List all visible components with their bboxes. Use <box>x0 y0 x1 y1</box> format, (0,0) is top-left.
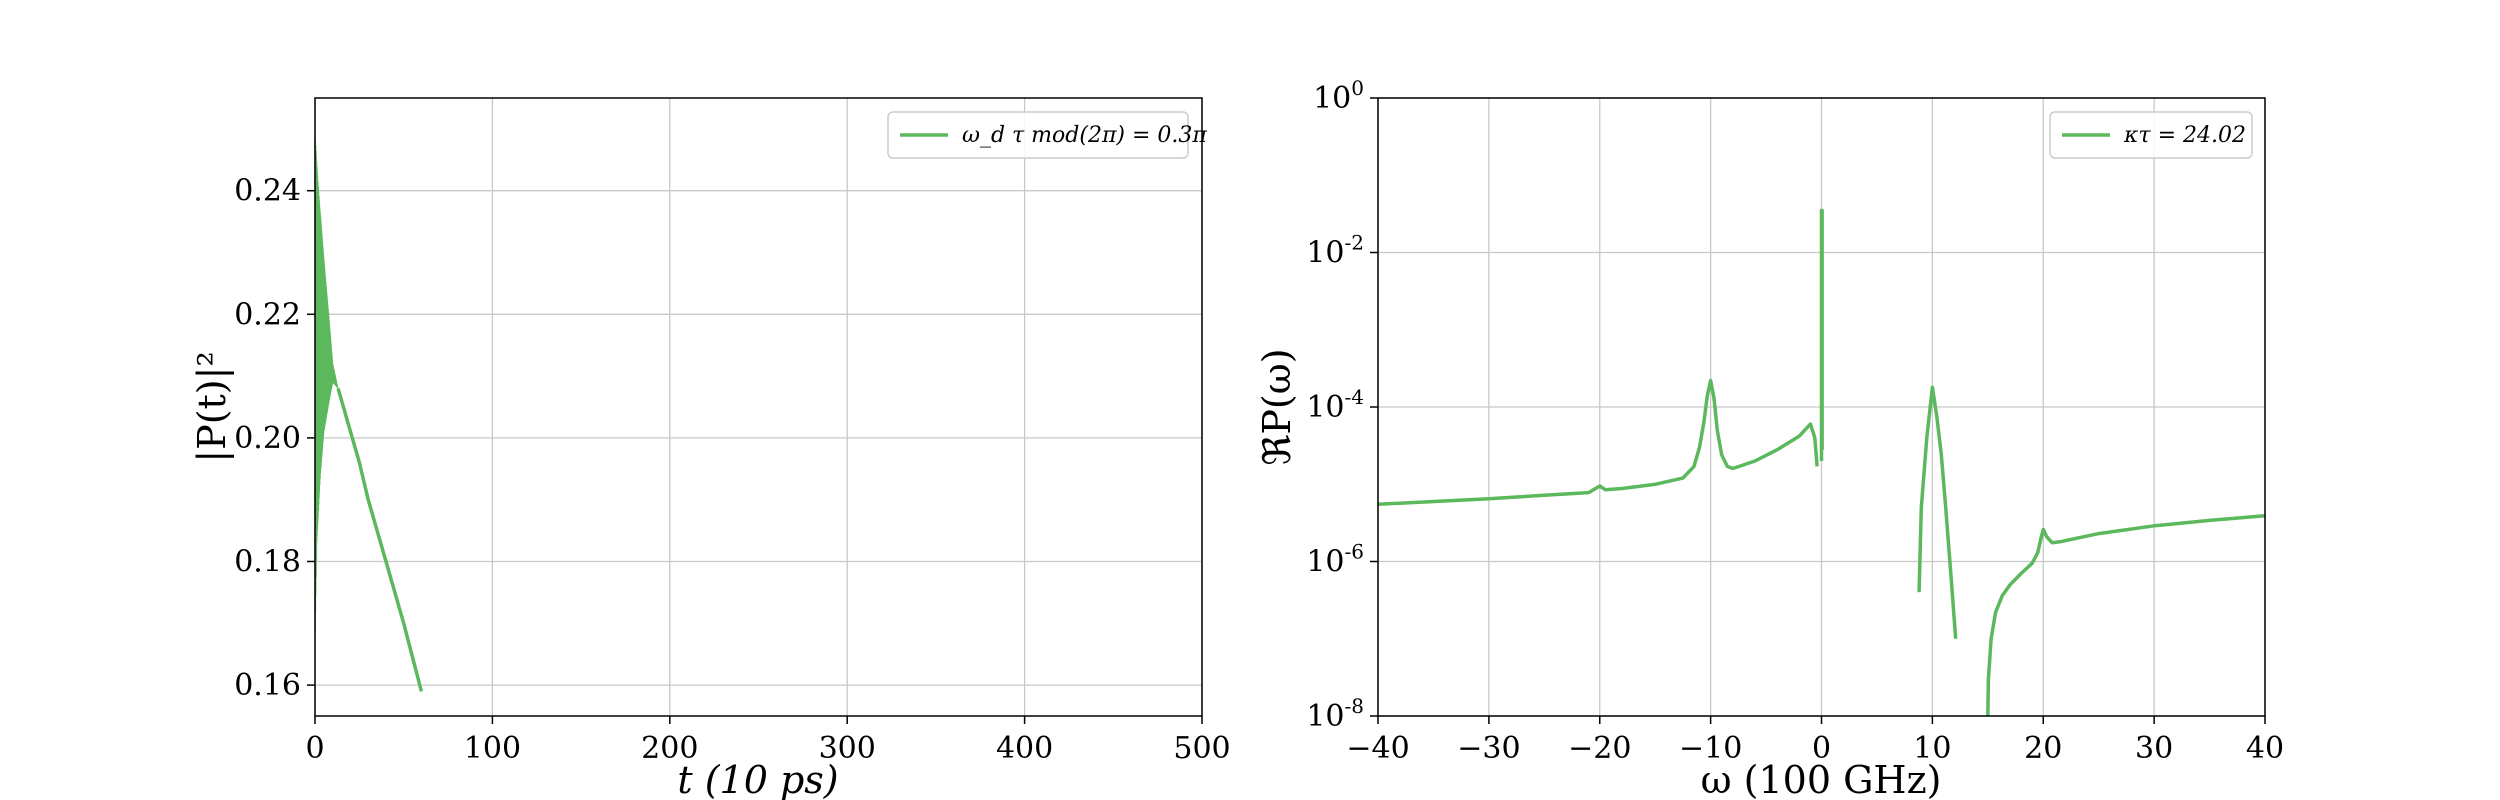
series-line <box>1917 385 1958 639</box>
y-axis-label-right: ℜP(ω) <box>1255 348 1299 465</box>
ticks-right: −40 −30 −20 −10 0 10 20 30 40 10-8 10-6 10-4 10-2 100 <box>1306 76 2284 766</box>
tick-label-x: −30 <box>1457 731 1520 766</box>
tick-label-x: 40 <box>2246 731 2284 766</box>
legend-label: κτ = 24.02 <box>2123 123 2246 148</box>
series-line <box>1986 514 2265 716</box>
legend-label: ω_d τ mod(2π) = 0.3π <box>962 123 1207 148</box>
y-axis-label-left: |P(t)|² <box>190 351 234 462</box>
series-line <box>1819 208 1825 461</box>
tick-label-x: 30 <box>2135 731 2173 766</box>
tick-label-y: 100 <box>1313 76 1364 116</box>
tick-label-y: 0.24 <box>234 174 301 209</box>
tick-label-x: 20 <box>2024 731 2062 766</box>
series-time-domain <box>314 135 424 692</box>
x-axis-label-left: t (10 ps) <box>677 758 838 800</box>
tick-label-y: 0.18 <box>234 545 301 580</box>
tick-label-y: 10-4 <box>1306 385 1364 425</box>
tick-label-y: 0.22 <box>234 297 301 332</box>
tick-label-x: 10 <box>1913 731 1951 766</box>
legend-box <box>887 111 1189 159</box>
tick-label-x: 500 <box>1173 731 1230 766</box>
tick-label-x: 400 <box>996 731 1053 766</box>
plot-frame-left <box>314 97 1203 717</box>
legend-left: ω_d τ mod(2π) = 0.3π <box>887 111 1207 159</box>
panel-time-domain: 0 100 200 300 400 500 0.16 0.18 0.20 0.22 0.24 ω_d… <box>190 97 1231 800</box>
tick-label-x: 0 <box>1812 731 1831 766</box>
legend-right: κτ = 24.02 <box>2049 111 2253 159</box>
tick-label-y: 0.20 <box>234 421 301 456</box>
tick-label-y: 0.16 <box>234 668 301 703</box>
tick-label-y: 10-8 <box>1306 694 1364 734</box>
panel-frequency-domain: −40 −30 −20 −10 0 10 20 30 40 10-8 10-6 10-4 10-2 100… <box>1255 76 2284 800</box>
tick-label-y: 10-2 <box>1306 231 1364 271</box>
tick-label-y: 10-6 <box>1306 540 1364 580</box>
series-line <box>1378 378 1819 507</box>
ticks-left: 0 100 200 300 400 500 0.16 0.18 0.20 0.22 0.24 <box>234 174 1230 766</box>
grid-left <box>314 98 1203 716</box>
tick-label-x: −40 <box>1346 731 1409 766</box>
tick-label-x: 200 <box>641 731 698 766</box>
series-line <box>336 388 424 692</box>
x-axis-label-right: ω (100 GHz) <box>1701 758 1942 800</box>
tick-label-x: 100 <box>464 731 521 766</box>
series-frequency-domain <box>1378 208 2265 716</box>
tick-label-x: −10 <box>1679 731 1742 766</box>
legend-box <box>2049 111 2253 159</box>
tick-label-x: −20 <box>1568 731 1631 766</box>
tick-label-x: 300 <box>819 731 876 766</box>
oscillation-trace <box>314 135 339 633</box>
tick-label-x: 0 <box>305 731 324 766</box>
